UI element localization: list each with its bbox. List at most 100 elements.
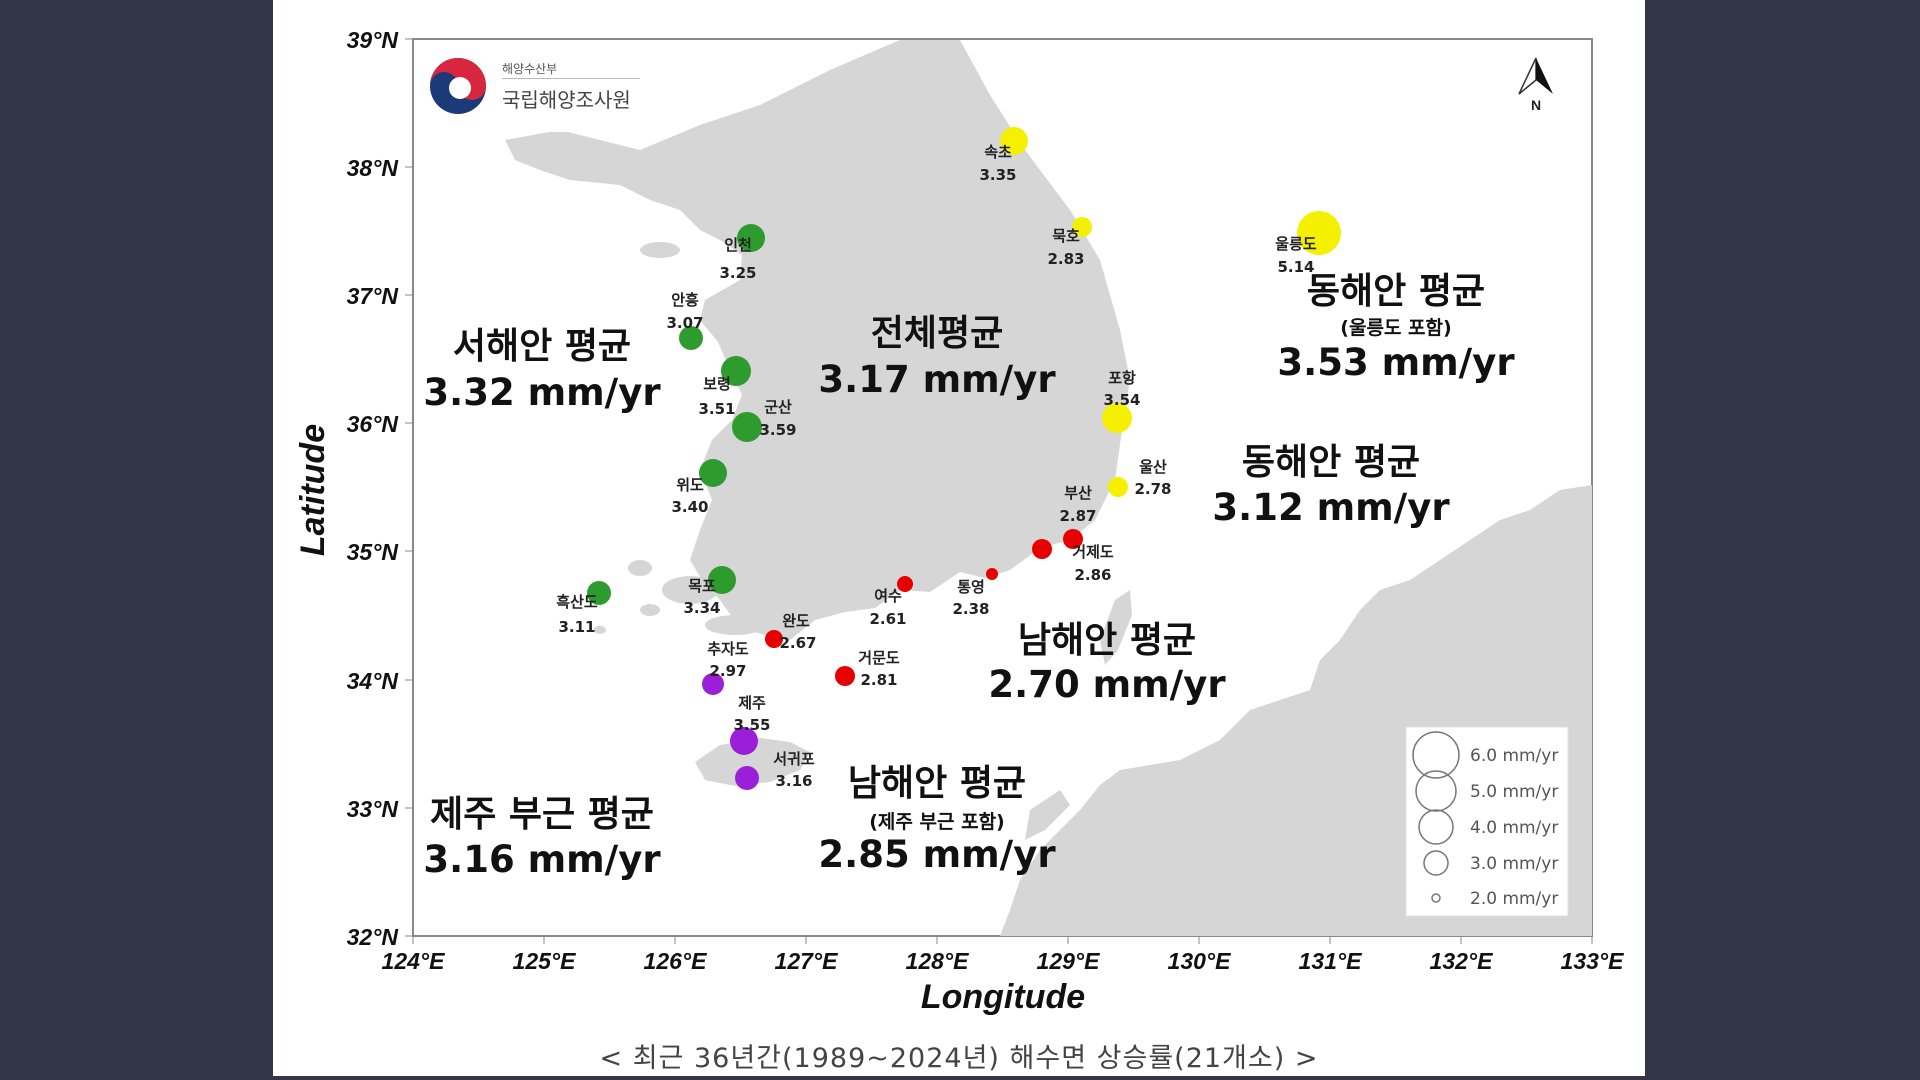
land — [505, 40, 1592, 936]
y-tick-37: 37°N — [347, 283, 399, 309]
value-tongyeong: 2.38 — [952, 600, 989, 618]
label-yeosu: 여수 — [874, 587, 902, 605]
jeju-avg-title: 제주 부근 평균 — [430, 794, 654, 835]
legend-2: 2.0 mm/yr — [1470, 889, 1558, 909]
label-sokcho: 속초 — [984, 143, 1012, 161]
south-avg-title: 남해안 평균 — [1018, 620, 1196, 661]
station-geojedo-marker[interactable] — [1032, 539, 1052, 559]
value-gunsan: 3.59 — [759, 421, 796, 439]
label-wando: 완도 — [782, 612, 810, 630]
stations-west — [587, 224, 765, 605]
station-gunsan-marker[interactable] — [732, 412, 762, 442]
y-tick-34: 34°N — [347, 668, 399, 694]
station-labels: 인천 3.25 안흥 3.07 보령 3.51 군산 3.59 위도 3.40 … — [556, 143, 1317, 790]
tsushima-island — [1100, 590, 1132, 665]
north-arrow-icon: N — [1518, 57, 1553, 113]
y-axis: 39°N 38°N 37°N 36°N 35°N 34°N 33°N 32°N … — [294, 27, 413, 950]
label-busan: 부산 — [1064, 484, 1092, 502]
value-jeju: 3.55 — [733, 716, 770, 734]
value-wido: 3.40 — [671, 498, 708, 516]
south-incl-avg-title: 남해안 평균 — [848, 763, 1026, 804]
label-mukho: 묵호 — [1052, 227, 1080, 245]
x-tick-126: 126°E — [644, 948, 708, 974]
label-incheon: 인천 — [724, 236, 752, 254]
label-geojedo: 거제도 — [1072, 543, 1114, 561]
total-avg-value: 3.17 mm/yr — [818, 358, 1056, 401]
value-geojedo: 2.86 — [1074, 566, 1111, 584]
value-ulleungdo: 5.14 — [1277, 258, 1314, 276]
total-avg-title: 전체평균 — [871, 313, 1003, 354]
west-avg-value: 3.32 mm/yr — [423, 371, 661, 414]
logo-ministry: 해양수산부 — [502, 62, 558, 76]
station-ulleungdo-marker[interactable] — [1297, 211, 1341, 255]
station-seogwipo-marker[interactable] — [735, 766, 759, 790]
label-mokpo: 목포 — [688, 577, 716, 595]
label-tongyeong: 통영 — [957, 578, 985, 596]
station-wido-marker[interactable] — [699, 459, 727, 487]
south-avg-value: 2.70 mm/yr — [988, 663, 1226, 706]
y-tick-33: 33°N — [347, 796, 399, 822]
station-wando-marker[interactable] — [765, 630, 783, 648]
x-tick-132: 132°E — [1430, 948, 1494, 974]
jeju-island — [695, 738, 810, 786]
label-chujado: 추자도 — [707, 640, 749, 658]
y-tick-36: 36°N — [347, 411, 399, 437]
south-incl-avg-sub: (제주 부근 포함) — [869, 811, 1004, 833]
y-tick-35: 35°N — [347, 539, 399, 565]
station-ulsan-marker[interactable] — [1108, 477, 1128, 497]
station-geomundo-marker[interactable] — [835, 666, 855, 686]
east-incl-avg-value: 3.53 mm/yr — [1277, 341, 1515, 384]
station-boryeong-marker[interactable] — [721, 356, 751, 386]
value-pohang: 3.54 — [1103, 391, 1140, 409]
east-avg-title: 동해안 평균 — [1242, 442, 1420, 483]
label-geomundo: 거문도 — [858, 649, 900, 667]
label-anheung: 안흥 — [671, 291, 699, 309]
y-tick-39: 39°N — [347, 27, 399, 53]
agency-logo: 해양수산부 국립해양조사원 — [416, 42, 650, 132]
station-chujado-marker[interactable] — [702, 673, 724, 695]
east-incl-avg-sub: (울릉도 포함) — [1340, 317, 1451, 339]
value-geomundo: 2.81 — [860, 671, 897, 689]
station-incheon-marker[interactable] — [737, 224, 765, 252]
x-axis-title: Longitude — [921, 978, 1085, 1016]
station-tongyeong-marker[interactable] — [986, 568, 998, 580]
stations-jeju — [702, 673, 759, 790]
value-mukho: 2.83 — [1047, 250, 1084, 268]
station-anheung-marker[interactable] — [679, 326, 703, 350]
station-mokpo-marker[interactable] — [708, 566, 736, 594]
value-mokpo: 3.34 — [683, 599, 720, 617]
legend-5: 5.0 mm/yr — [1470, 782, 1558, 802]
label-jeju: 제주 — [738, 694, 766, 712]
jeju-avg-value: 3.16 mm/yr — [423, 838, 661, 881]
station-mukho-marker[interactable] — [1072, 217, 1092, 237]
label-gunsan: 군산 — [764, 398, 792, 416]
label-ulsan: 울산 — [1139, 458, 1167, 476]
logo-agency: 국립해양조사원 — [502, 88, 631, 112]
south-incl-avg-value: 2.85 mm/yr — [818, 833, 1056, 876]
station-busan-marker[interactable] — [1063, 529, 1083, 549]
y-axis-title: Latitude — [294, 424, 332, 556]
station-yeosu-marker[interactable] — [897, 576, 913, 592]
region-averages: 서해안 평균 3.32 mm/yr 전체평균 3.17 mm/yr 동해안 평균… — [423, 271, 1515, 881]
figure-caption: < 최근 36년간(1989~2024년) 해수면 상승률(21개소) > — [599, 1043, 1319, 1074]
stations-east — [1000, 127, 1341, 497]
x-tick-125: 125°E — [513, 948, 577, 974]
station-jeju-marker[interactable] — [730, 727, 758, 755]
label-seogwipo: 서귀포 — [773, 750, 815, 768]
taegeuk-emblem-icon — [430, 58, 486, 114]
station-heuksando-marker[interactable] — [587, 581, 611, 605]
value-yeosu: 2.61 — [869, 610, 906, 628]
x-tick-129: 129°E — [1037, 948, 1101, 974]
station-sokcho-marker[interactable] — [1000, 127, 1028, 155]
stations-south — [765, 529, 1083, 686]
east-avg-value: 3.12 mm/yr — [1212, 486, 1450, 529]
x-tick-127: 127°E — [775, 948, 839, 974]
label-boryeong: 보령 — [703, 375, 731, 393]
east-incl-avg-title: 동해안 평균 — [1307, 271, 1485, 312]
logo-divider — [502, 78, 640, 79]
legend-6: 6.0 mm/yr — [1470, 746, 1558, 766]
value-heuksando: 3.11 — [558, 618, 595, 636]
legend-4: 4.0 mm/yr — [1470, 818, 1558, 838]
station-pohang-marker[interactable] — [1102, 403, 1132, 433]
value-anheung: 3.07 — [666, 314, 703, 332]
